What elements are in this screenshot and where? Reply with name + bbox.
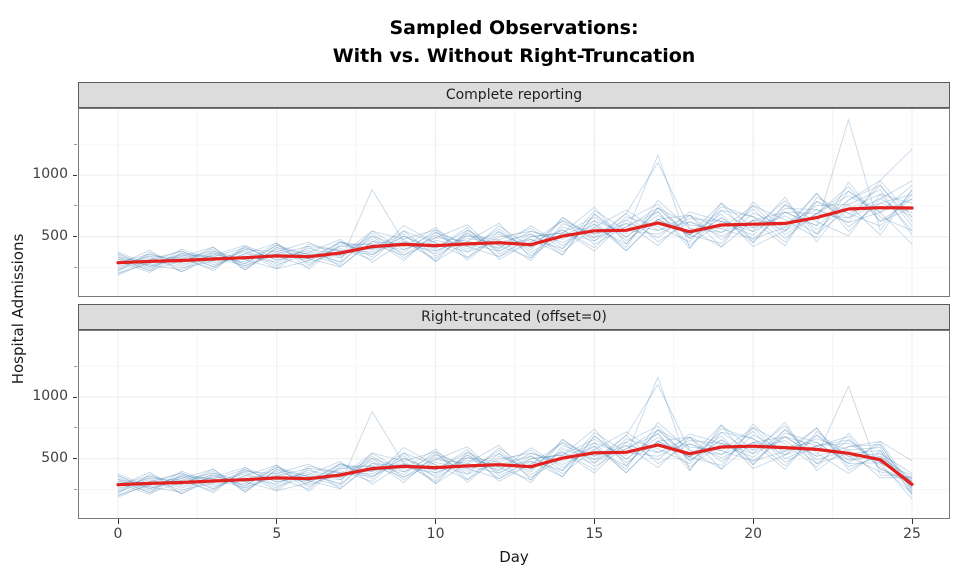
sample-trajectory-line: [117, 190, 913, 273]
sample-trajectory-line: [117, 162, 913, 274]
x-axis-major-tick: [593, 519, 595, 524]
y-axis-tick-label: 500: [41, 449, 68, 466]
x-axis-title: Day: [499, 548, 529, 566]
sample-trajectory-line: [117, 180, 913, 268]
x-axis-tick-label: 20: [744, 526, 763, 542]
y-axis-minor-tick: [74, 489, 77, 491]
panel-plot-area: [79, 109, 949, 296]
y-axis-major-tick: [73, 458, 77, 460]
panel-complete-reporting: [78, 108, 950, 297]
y-axis-major-tick: [73, 396, 77, 398]
sample-trajectory-line: [117, 429, 913, 494]
sample-trajectory-line: [117, 427, 913, 491]
sample-trajectory-line: [117, 192, 913, 269]
sample-trajectory-line: [117, 421, 913, 494]
x-axis-major-tick: [117, 519, 119, 524]
x-axis-tick-label: 0: [113, 526, 123, 542]
x-axis-tick-label: 25: [903, 526, 921, 542]
y-axis-tick-label: 500: [41, 227, 68, 244]
chart-title-line2: With vs. Without Right-Truncation: [332, 45, 696, 67]
y-axis-tick-label: 1000: [32, 388, 68, 404]
sample-trajectory-line: [117, 376, 913, 493]
sample-trajectory-line: [117, 385, 913, 494]
y-axis-tick-label: 1000: [32, 166, 68, 182]
y-axis-major-tick: [73, 174, 77, 176]
sample-trajectory-line: [117, 154, 913, 271]
sample-trajectory-line: [117, 119, 913, 272]
facet-strip-truncated-label: Right-truncated (offset=0): [421, 309, 607, 325]
sample-trajectory-line: [117, 185, 913, 272]
sample-trajectory-line: [117, 186, 913, 272]
x-axis-tick-label: 15: [585, 526, 604, 542]
x-axis-major-tick: [752, 519, 754, 524]
mean-line: [116, 206, 914, 265]
x-axis-tick-label: 5: [272, 526, 282, 542]
sample-trajectory-line: [117, 384, 913, 496]
sample-trajectory-line: [117, 429, 913, 493]
sample-trajectory-line: [117, 424, 913, 495]
y-axis-minor-tick: [74, 427, 77, 429]
facet-strip-complete: Complete reporting: [78, 82, 950, 108]
x-axis-major-tick: [435, 519, 437, 524]
x-axis-major-tick: [276, 519, 278, 524]
sample-trajectory-line: [117, 427, 913, 500]
y-axis-minor-tick: [74, 267, 77, 269]
chart-title-line1: Sampled Observations:: [389, 17, 639, 39]
y-axis-minor-tick: [74, 365, 77, 367]
sample-trajectory-line: [117, 148, 913, 273]
sample-trajectory-line: [117, 436, 913, 490]
mean-line: [116, 443, 914, 487]
x-axis-major-tick: [911, 519, 913, 524]
sample-trajectory-line: [117, 424, 913, 495]
sample-trajectory-line: [117, 189, 913, 267]
chart-title: Sampled Observations: With vs. Without R…: [78, 14, 950, 70]
panel-right-truncated: [78, 330, 950, 519]
facet-strip-truncated: Right-truncated (offset=0): [78, 304, 950, 330]
x-axis-tick-label: 10: [426, 526, 445, 542]
sample-trajectory-line: [117, 193, 913, 271]
sample-trajectory-line: [117, 425, 913, 489]
y-axis-minor-tick: [74, 143, 77, 145]
sample-trajectory-line: [117, 425, 913, 494]
sample-trajectory-line: [117, 190, 913, 273]
y-axis-minor-tick: [74, 205, 77, 207]
panel-plot-area: [79, 331, 949, 518]
facet-strip-complete-label: Complete reporting: [445, 87, 583, 103]
sample-trajectory-line: [117, 193, 913, 270]
y-axis-major-tick: [73, 236, 77, 238]
y-axis-title: Hospital Admissions: [9, 233, 27, 385]
